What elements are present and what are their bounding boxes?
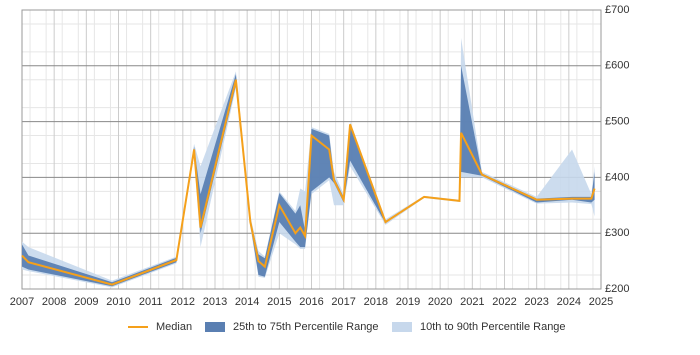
plot-frame — [21, 9, 602, 290]
x-tick-label: 2012 — [171, 296, 195, 308]
x-tick-label: 2021 — [460, 296, 484, 308]
x-tick-label: 2015 — [267, 296, 291, 308]
x-tick-label: 2019 — [396, 296, 420, 308]
x-tick-label: 2023 — [524, 296, 548, 308]
y-tick-label: £600 — [605, 60, 629, 72]
x-tick-label: 2016 — [299, 296, 323, 308]
y-tick-label: £500 — [605, 116, 629, 128]
x-tick-label: 2020 — [428, 296, 452, 308]
x-tick-label: 2011 — [139, 296, 163, 308]
x-tick-label: 2017 — [331, 296, 355, 308]
y-tick-label: £300 — [605, 227, 629, 239]
x-tick-label: 2008 — [42, 296, 66, 308]
legend-swatch — [392, 322, 412, 332]
x-tick-label: 2018 — [364, 296, 388, 308]
x-tick-label: 2014 — [235, 296, 259, 308]
y-tick-label: £200 — [605, 283, 629, 295]
x-tick-label: 2022 — [492, 296, 516, 308]
x-tick-label: 2007 — [10, 296, 34, 308]
legend-label: 10th to 90th Percentile Range — [420, 321, 566, 333]
x-tick-label: 2013 — [203, 296, 227, 308]
x-tick-label: 2009 — [74, 296, 98, 308]
legend-label: Median — [156, 321, 192, 333]
x-tick-label: 2024 — [557, 296, 581, 308]
percentile-band — [22, 37, 595, 288]
y-tick-label: £400 — [605, 171, 629, 183]
x-tick-label: 2010 — [106, 296, 130, 308]
median-line — [21, 79, 596, 286]
y-tick-label: £700 — [605, 4, 629, 16]
x-tick-label: 2025 — [589, 296, 613, 308]
legend-swatch — [205, 322, 225, 332]
legend-label: 25th to 75th Percentile Range — [233, 321, 379, 333]
